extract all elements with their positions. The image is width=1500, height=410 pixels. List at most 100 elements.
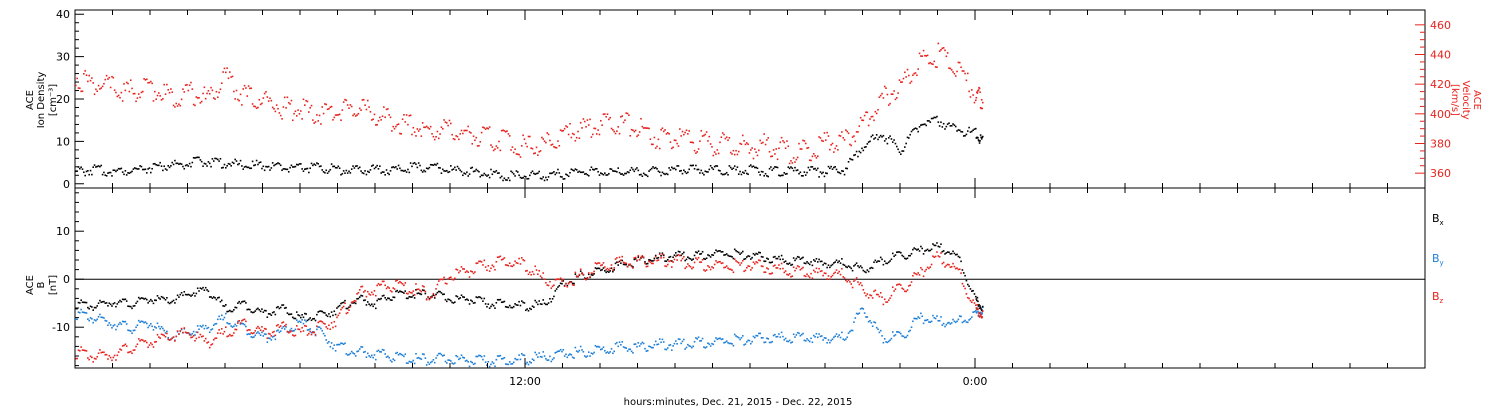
velocity-point xyxy=(84,70,86,72)
by-point xyxy=(616,341,618,344)
velocity-point xyxy=(383,106,385,108)
bx-point xyxy=(316,313,318,316)
density-point xyxy=(283,168,286,170)
density-point xyxy=(930,117,933,120)
by-point xyxy=(527,363,530,366)
by-point xyxy=(827,339,830,341)
density-point xyxy=(194,157,196,159)
bz-point xyxy=(889,297,891,299)
velocity-point xyxy=(129,79,132,82)
by-point xyxy=(732,344,735,347)
velocity-point xyxy=(506,130,508,132)
bz-point xyxy=(812,269,815,272)
by-point xyxy=(353,353,356,355)
by-point xyxy=(148,324,151,327)
by-point xyxy=(717,337,720,340)
velocity-point xyxy=(100,87,103,89)
density-point xyxy=(843,173,846,176)
bx-point xyxy=(962,272,965,274)
bx-point xyxy=(554,290,557,292)
density-point xyxy=(139,165,141,167)
bx-point xyxy=(214,297,216,299)
density-point xyxy=(246,166,249,169)
bx-point xyxy=(522,301,524,304)
b-legend-entry-y: By xyxy=(1432,252,1444,267)
by-point xyxy=(704,347,707,349)
bx-point xyxy=(736,250,739,253)
by-point xyxy=(226,322,228,324)
velocity-point xyxy=(597,129,599,131)
velocity-point xyxy=(723,133,725,136)
bz-point xyxy=(253,332,255,334)
bx-point xyxy=(112,302,115,305)
bz-point xyxy=(432,292,435,295)
bx-point xyxy=(961,269,964,271)
by-point xyxy=(470,360,472,363)
velocity-point xyxy=(562,129,565,132)
by-point xyxy=(720,338,723,341)
density-point xyxy=(332,165,334,168)
bz-point xyxy=(735,260,737,262)
bz-point xyxy=(629,263,632,266)
bz-point xyxy=(103,351,105,354)
density-point xyxy=(881,136,883,138)
by-point xyxy=(431,360,433,363)
by-point xyxy=(845,338,847,340)
bx-point xyxy=(758,251,760,254)
bz-point xyxy=(772,265,775,267)
by-point xyxy=(141,320,144,323)
bx-point xyxy=(188,294,191,296)
velocity-point xyxy=(274,110,277,113)
bz-point xyxy=(705,269,708,271)
bz-point xyxy=(807,275,810,277)
by-point xyxy=(774,333,776,336)
bx-point xyxy=(270,314,273,317)
bx-point xyxy=(794,259,796,262)
by-point xyxy=(429,361,432,364)
by-point xyxy=(661,338,664,341)
bx-point xyxy=(486,305,488,308)
velocity-point xyxy=(487,127,490,130)
bx-point xyxy=(763,260,765,262)
velocity-point xyxy=(188,84,191,87)
velocity-point xyxy=(345,99,348,102)
density-point xyxy=(770,166,772,168)
bz-point xyxy=(545,281,547,284)
density-point xyxy=(357,167,360,170)
by-point xyxy=(448,359,451,361)
bz-point xyxy=(460,266,463,268)
bx-point xyxy=(537,303,539,306)
b-legend-entry-z: Bz xyxy=(1432,290,1444,305)
by-point xyxy=(819,335,822,338)
density-point xyxy=(486,175,488,177)
density-point xyxy=(84,174,86,177)
by-point xyxy=(804,340,807,342)
bz-point xyxy=(830,276,832,278)
bx-point xyxy=(846,266,849,269)
density-point xyxy=(322,171,325,173)
density-point xyxy=(447,171,449,174)
bx-point xyxy=(881,258,883,261)
density-point xyxy=(188,162,191,165)
bx-point xyxy=(88,307,90,310)
bx-point xyxy=(312,318,314,320)
density-point xyxy=(735,168,737,171)
bx-point xyxy=(512,305,515,308)
by-point xyxy=(977,310,979,313)
bx-point xyxy=(191,294,194,296)
by-point xyxy=(167,336,170,339)
density-point xyxy=(578,170,581,173)
density-point xyxy=(917,130,920,133)
by-point xyxy=(204,324,207,327)
velocity-point xyxy=(196,97,199,99)
velocity-point xyxy=(502,129,504,132)
bz-point xyxy=(184,331,187,334)
by-point xyxy=(771,340,774,343)
by-point xyxy=(554,352,557,354)
velocity-point xyxy=(850,144,853,147)
velocity-point xyxy=(162,98,164,100)
by-point xyxy=(679,338,681,341)
by-point xyxy=(886,341,889,344)
bx-point xyxy=(128,305,131,308)
